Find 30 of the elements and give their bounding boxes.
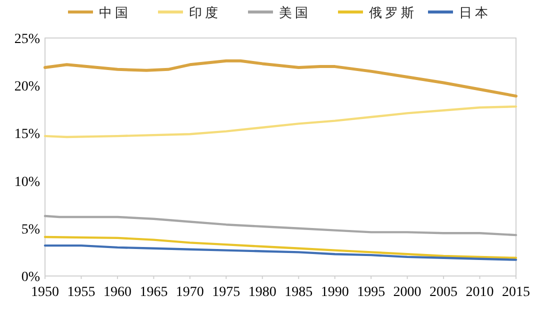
legend-label: 俄罗斯: [369, 6, 417, 21]
x-tick-label: 2010: [466, 285, 494, 300]
y-tick-label: 5%: [21, 222, 40, 238]
y-tick-label: 20%: [14, 80, 40, 95]
y-tick-label: 25%: [14, 32, 40, 47]
x-tick-label: 1990: [320, 285, 349, 300]
x-tick-label: 1950: [31, 285, 59, 300]
x-tick-label: 1960: [103, 285, 132, 300]
x-tick-label: 1985: [284, 285, 313, 300]
line-series: [44, 214, 518, 236]
line-series: [44, 244, 518, 261]
legend-label: 美国: [279, 5, 311, 21]
y-tick-label: 10%: [14, 174, 40, 190]
line-series: [44, 59, 518, 98]
x-tick-label: 2000: [393, 285, 422, 300]
x-tick-label: 1975: [212, 285, 240, 300]
legend-label: 日本: [459, 6, 491, 21]
legend-label: 中国: [99, 6, 131, 21]
line-series: [44, 105, 518, 138]
x-tick-label: 1980: [248, 285, 276, 300]
line-series: [44, 236, 518, 260]
y-tick-label: 0%: [21, 270, 40, 285]
legend-label: 印度: [189, 5, 221, 21]
x-tick-label: 1965: [140, 285, 168, 300]
x-tick-label: 1995: [357, 285, 386, 300]
x-tick-label: 2015: [502, 285, 530, 300]
y-tick-label: 15%: [14, 127, 40, 142]
x-tick-label: 1970: [176, 285, 204, 300]
x-tick-label: 1955: [67, 285, 96, 300]
x-tick-label: 2005: [430, 285, 458, 300]
